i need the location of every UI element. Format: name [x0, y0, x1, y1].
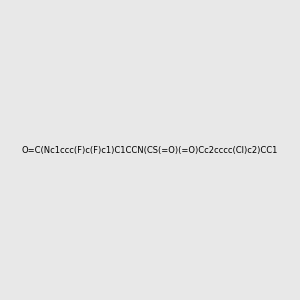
Text: O=C(Nc1ccc(F)c(F)c1)C1CCN(CS(=O)(=O)Cc2cccc(Cl)c2)CC1: O=C(Nc1ccc(F)c(F)c1)C1CCN(CS(=O)(=O)Cc2c…: [22, 146, 278, 154]
